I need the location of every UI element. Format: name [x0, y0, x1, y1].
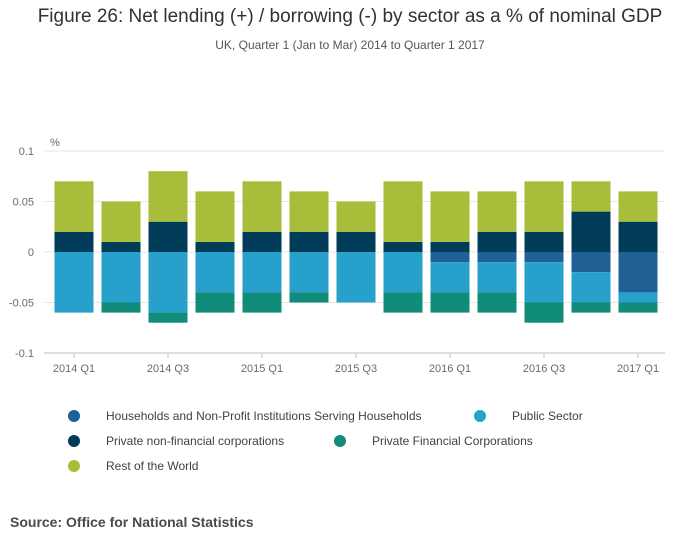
- bar-segment: [477, 231, 517, 252]
- chart-title: Figure 26: Net lending (+) / borrowing (…: [37, 6, 663, 27]
- bar-segment: [477, 191, 517, 232]
- bar-segment: [524, 231, 564, 252]
- bar-segment: [383, 181, 423, 242]
- x-tick-labels: 2014 Q1 2014 Q3 2015 Q1 2015 Q3 2016 Q1 2016 …: [44, 352, 665, 375]
- bar-segment: [571, 211, 611, 252]
- bar-segment: [524, 262, 564, 303]
- bar-segment: [195, 292, 235, 313]
- y-tick-label: -0.1: [15, 348, 34, 360]
- y-tick-label: 0: [28, 247, 34, 259]
- bar-segment: [54, 252, 94, 313]
- bar-segment: [571, 252, 611, 273]
- bar-segment: [524, 302, 564, 323]
- bar-segment: [289, 191, 329, 232]
- y-tick-label: 0.1: [19, 146, 34, 158]
- bars: [54, 171, 658, 323]
- chart-subtitle: UK, Quarter 1 (Jan to Mar) 2014 to Quart…: [215, 38, 485, 52]
- stacked-bar-chart: % 0.1 0.05 0 -0.05 -0.1 2014 Q1 2014 Q3 2015 Q…: [9, 137, 665, 375]
- bar-segment: [618, 221, 658, 252]
- bar-segment: [383, 241, 423, 252]
- bar-segment: [195, 191, 235, 242]
- bar-segment: [242, 181, 282, 232]
- legend-item: Private non-financial corporations: [68, 434, 284, 448]
- x-tick-label: 2015 Q1: [241, 363, 283, 375]
- bar-segment: [148, 221, 188, 252]
- bar-segment: [524, 181, 564, 232]
- legend-item: Rest of the World: [68, 459, 198, 473]
- bar-segment: [477, 252, 517, 263]
- bar-segment: [101, 252, 141, 303]
- x-tick-label: 2014 Q1: [53, 363, 95, 375]
- bar-segment: [430, 241, 470, 252]
- bar-segment: [148, 312, 188, 323]
- source-note: Source: Office for National Statistics: [10, 514, 254, 530]
- x-tick-label: 2014 Q3: [147, 363, 189, 375]
- legend-swatch: [68, 410, 80, 422]
- legend-label: Rest of the World: [106, 459, 199, 473]
- bar-segment: [477, 292, 517, 313]
- bar-segment: [618, 191, 658, 222]
- legend-swatch: [68, 460, 80, 472]
- legend-swatch: [474, 410, 486, 422]
- bar-segment: [430, 252, 470, 263]
- bar-segment: [430, 262, 470, 293]
- bar-segment: [101, 302, 141, 313]
- legend-swatch: [334, 435, 346, 447]
- bar-segment: [148, 252, 188, 313]
- y-tick-label: 0.05: [13, 197, 34, 209]
- bar-segment: [54, 231, 94, 252]
- x-tick-label: 2015 Q3: [335, 363, 377, 375]
- x-tick-label: 2017 Q1: [617, 363, 659, 375]
- legend-label: Private Financial Corporations: [372, 434, 533, 448]
- bar-segment: [336, 252, 376, 303]
- bar-segment: [618, 292, 658, 303]
- legend-item: Households and Non-Profit Institutions S…: [68, 409, 422, 423]
- bar-segment: [54, 181, 94, 232]
- bar-segment: [430, 292, 470, 313]
- bar-segment: [195, 241, 235, 252]
- bar-segment: [195, 252, 235, 293]
- bar-segment: [289, 231, 329, 252]
- bar-segment: [618, 302, 658, 313]
- bar-segment: [430, 191, 470, 242]
- y-axis-unit: %: [50, 137, 60, 149]
- legend-label: Households and Non-Profit Institutions S…: [106, 409, 422, 423]
- legend-swatch: [68, 435, 80, 447]
- bar-segment: [383, 252, 423, 293]
- legend-item: Private Financial Corporations: [334, 434, 533, 448]
- bar-segment: [242, 231, 282, 252]
- bar-segment: [618, 252, 658, 293]
- legend-item: Public Sector: [474, 409, 583, 423]
- bar-segment: [148, 171, 188, 222]
- x-tick-label: 2016 Q1: [429, 363, 471, 375]
- bar-segment: [101, 201, 141, 242]
- bar-segment: [571, 181, 611, 212]
- legend-label: Public Sector: [512, 409, 583, 423]
- bar-segment: [242, 252, 282, 293]
- bar-segment: [336, 201, 376, 232]
- bar-segment: [477, 262, 517, 293]
- bar-segment: [571, 302, 611, 313]
- legend-label: Private non-financial corporations: [106, 434, 285, 448]
- bar-segment: [383, 292, 423, 313]
- y-tick-labels: 0.1 0.05 0 -0.05 -0.1: [9, 146, 34, 360]
- bar-segment: [242, 292, 282, 313]
- x-tick-label: 2016 Q3: [523, 363, 565, 375]
- bar-segment: [524, 252, 564, 263]
- bar-segment: [289, 292, 329, 303]
- y-tick-label: -0.05: [9, 298, 34, 310]
- bar-segment: [336, 231, 376, 252]
- bar-segment: [571, 272, 611, 303]
- bar-segment: [289, 252, 329, 293]
- bar-segment: [101, 241, 141, 252]
